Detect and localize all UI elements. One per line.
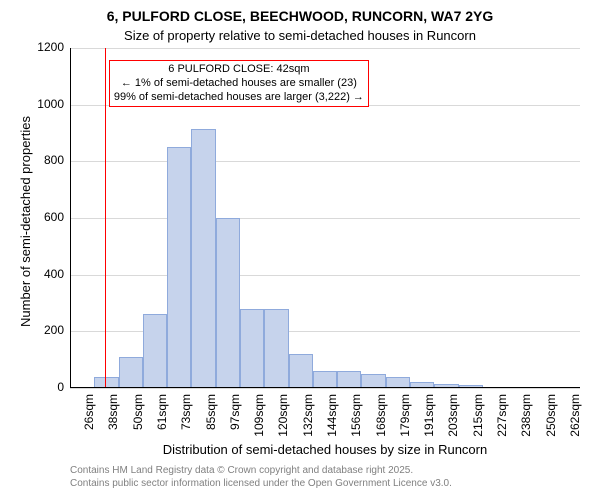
histogram-bar xyxy=(264,309,288,388)
y-axis-line xyxy=(70,48,71,388)
x-tick-label: 85sqm xyxy=(204,394,218,444)
x-tick-label: 73sqm xyxy=(179,394,193,444)
histogram-bar xyxy=(313,371,337,388)
histogram-bar xyxy=(191,129,215,388)
annotation-line-1: 6 PULFORD CLOSE: 42sqm xyxy=(114,63,364,77)
x-tick-label: 144sqm xyxy=(325,394,339,444)
x-tick-label: 215sqm xyxy=(471,394,485,444)
annotation-line-2: ← 1% of semi-detached houses are smaller… xyxy=(114,77,364,91)
gridline xyxy=(70,48,580,49)
marker-line xyxy=(105,48,106,388)
x-tick-label: 203sqm xyxy=(446,394,460,444)
x-tick-label: 250sqm xyxy=(544,394,558,444)
x-tick-label: 120sqm xyxy=(276,394,290,444)
y-tick-label: 400 xyxy=(30,267,64,281)
gridline xyxy=(70,161,580,162)
plot-area: 6 PULFORD CLOSE: 42sqm← 1% of semi-detac… xyxy=(70,48,580,388)
histogram-bar xyxy=(361,374,385,388)
x-axis-label: Distribution of semi-detached houses by … xyxy=(70,442,580,457)
chart-title: 6, PULFORD CLOSE, BEECHWOOD, RUNCORN, WA… xyxy=(0,8,600,24)
x-tick-label: 61sqm xyxy=(155,394,169,444)
chart-subtitle: Size of property relative to semi-detach… xyxy=(0,28,600,43)
x-axis-line xyxy=(70,387,580,388)
histogram-bar xyxy=(216,218,240,388)
x-tick-label: 50sqm xyxy=(131,394,145,444)
histogram-bar xyxy=(167,147,191,388)
footer-line-2: Contains public sector information licen… xyxy=(70,477,580,490)
x-tick-label: 179sqm xyxy=(398,394,412,444)
y-tick-label: 800 xyxy=(30,153,64,167)
gridline xyxy=(70,218,580,219)
chart-container: 6, PULFORD CLOSE, BEECHWOOD, RUNCORN, WA… xyxy=(0,0,600,500)
histogram-bar xyxy=(119,357,143,388)
gridline xyxy=(70,388,580,389)
y-tick-label: 0 xyxy=(30,380,64,394)
x-tick-label: 262sqm xyxy=(568,394,582,444)
x-tick-label: 38sqm xyxy=(106,394,120,444)
x-tick-label: 168sqm xyxy=(374,394,388,444)
y-tick-label: 1000 xyxy=(30,97,64,111)
x-tick-label: 132sqm xyxy=(301,394,315,444)
y-tick-label: 1200 xyxy=(30,40,64,54)
annotation-box: 6 PULFORD CLOSE: 42sqm← 1% of semi-detac… xyxy=(109,60,369,107)
histogram-bar xyxy=(289,354,313,388)
gridline xyxy=(70,275,580,276)
annotation-line-3: 99% of semi-detached houses are larger (… xyxy=(114,91,364,105)
y-tick-label: 600 xyxy=(30,210,64,224)
footer-line-1: Contains HM Land Registry data © Crown c… xyxy=(70,464,580,477)
histogram-bar xyxy=(143,314,167,388)
y-tick-label: 200 xyxy=(30,323,64,337)
x-tick-label: 238sqm xyxy=(519,394,533,444)
footer-attribution: Contains HM Land Registry data © Crown c… xyxy=(70,464,580,490)
x-tick-label: 97sqm xyxy=(228,394,242,444)
x-tick-label: 26sqm xyxy=(82,394,96,444)
x-tick-label: 191sqm xyxy=(422,394,436,444)
x-tick-label: 156sqm xyxy=(349,394,363,444)
x-tick-label: 227sqm xyxy=(495,394,509,444)
histogram-bar xyxy=(240,309,264,388)
histogram-bar xyxy=(337,371,361,388)
x-tick-label: 109sqm xyxy=(252,394,266,444)
